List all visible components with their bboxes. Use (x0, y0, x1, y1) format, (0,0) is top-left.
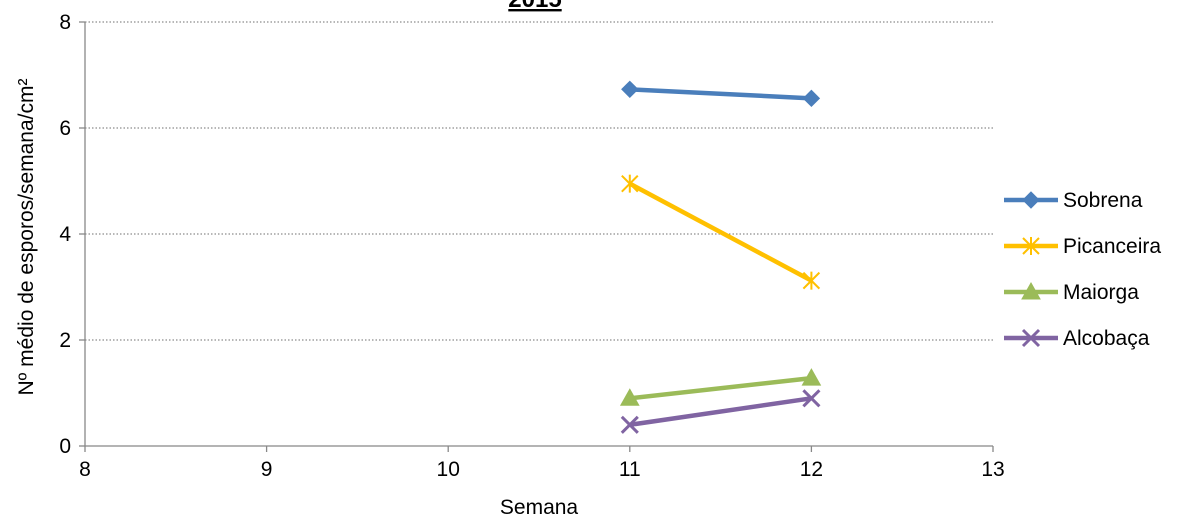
data-point-sobrena (621, 80, 639, 99)
x-tick-label: 9 (261, 458, 273, 481)
series-line-maiorga (629, 375, 812, 401)
series-line-picanceira (628, 181, 813, 283)
series-sobrena (621, 80, 821, 108)
series-line-alcoba-a (629, 396, 812, 428)
legend-item-maiorga: Maiorga (1004, 281, 1139, 304)
y-tick-label: 0 (59, 435, 71, 458)
series-line-sobrena (629, 87, 812, 101)
x-tick-label: 12 (800, 458, 823, 481)
legend-item-picanceira: Picanceira (1004, 235, 1161, 258)
data-point-alcoba-a (620, 415, 639, 434)
data-point-picanceira (802, 271, 821, 290)
data-point-alcoba-a (802, 389, 821, 408)
series-maiorga (619, 368, 822, 406)
y-tick-label: 2 (59, 329, 71, 352)
legend-label: Sobrena (1063, 189, 1143, 212)
data-point-maiorga (801, 368, 822, 386)
legend: Sobrena Picanceira Maiorga Alcobaça (1004, 189, 1161, 350)
legend-marker-alcoba-a-stroke (1021, 328, 1041, 348)
data-point-alcoba-a-stroke (802, 389, 821, 408)
series-alcoba-a (620, 389, 821, 434)
data-point-maiorga (619, 388, 640, 406)
legend-label: Picanceira (1063, 235, 1161, 258)
data-point-alcoba-a-stroke (620, 415, 639, 434)
series-picanceira (621, 174, 821, 290)
axes (79, 21, 994, 452)
data-point-picanceira (621, 174, 639, 193)
x-axis-title: Semana (500, 496, 579, 519)
x-tick-label: 13 (981, 458, 1004, 481)
y-axis-title: Nº médio de esporos/semana/cm² (15, 79, 38, 396)
legend-item-alcoba-a: Alcobaça (1004, 327, 1150, 350)
legend-label: Maiorga (1063, 281, 1139, 304)
chart-title: 2015 (508, 0, 561, 13)
legend-marker-sobrena (1022, 191, 1040, 209)
legend-marker-maiorga (1021, 281, 1041, 300)
legend-label: Alcobaça (1063, 327, 1150, 350)
tick-labels: 0 2 4 6 8 8 9 10 11 12 13 (59, 11, 1004, 481)
x-tick-label: 10 (437, 458, 460, 481)
y-tick-label: 6 (59, 117, 71, 140)
legend-item-sobrena: Sobrena (1004, 189, 1143, 212)
data-point-sobrena (802, 89, 821, 108)
legend-marker-picanceira (1022, 237, 1040, 255)
legend-marker-alcoba-a (1021, 328, 1041, 348)
series-group (619, 80, 822, 434)
gridlines (85, 21, 993, 341)
y-tick-label: 4 (59, 223, 71, 246)
x-tick-label: 11 (619, 458, 641, 481)
x-tick-label: 8 (79, 458, 91, 481)
y-tick-label: 8 (59, 11, 71, 34)
